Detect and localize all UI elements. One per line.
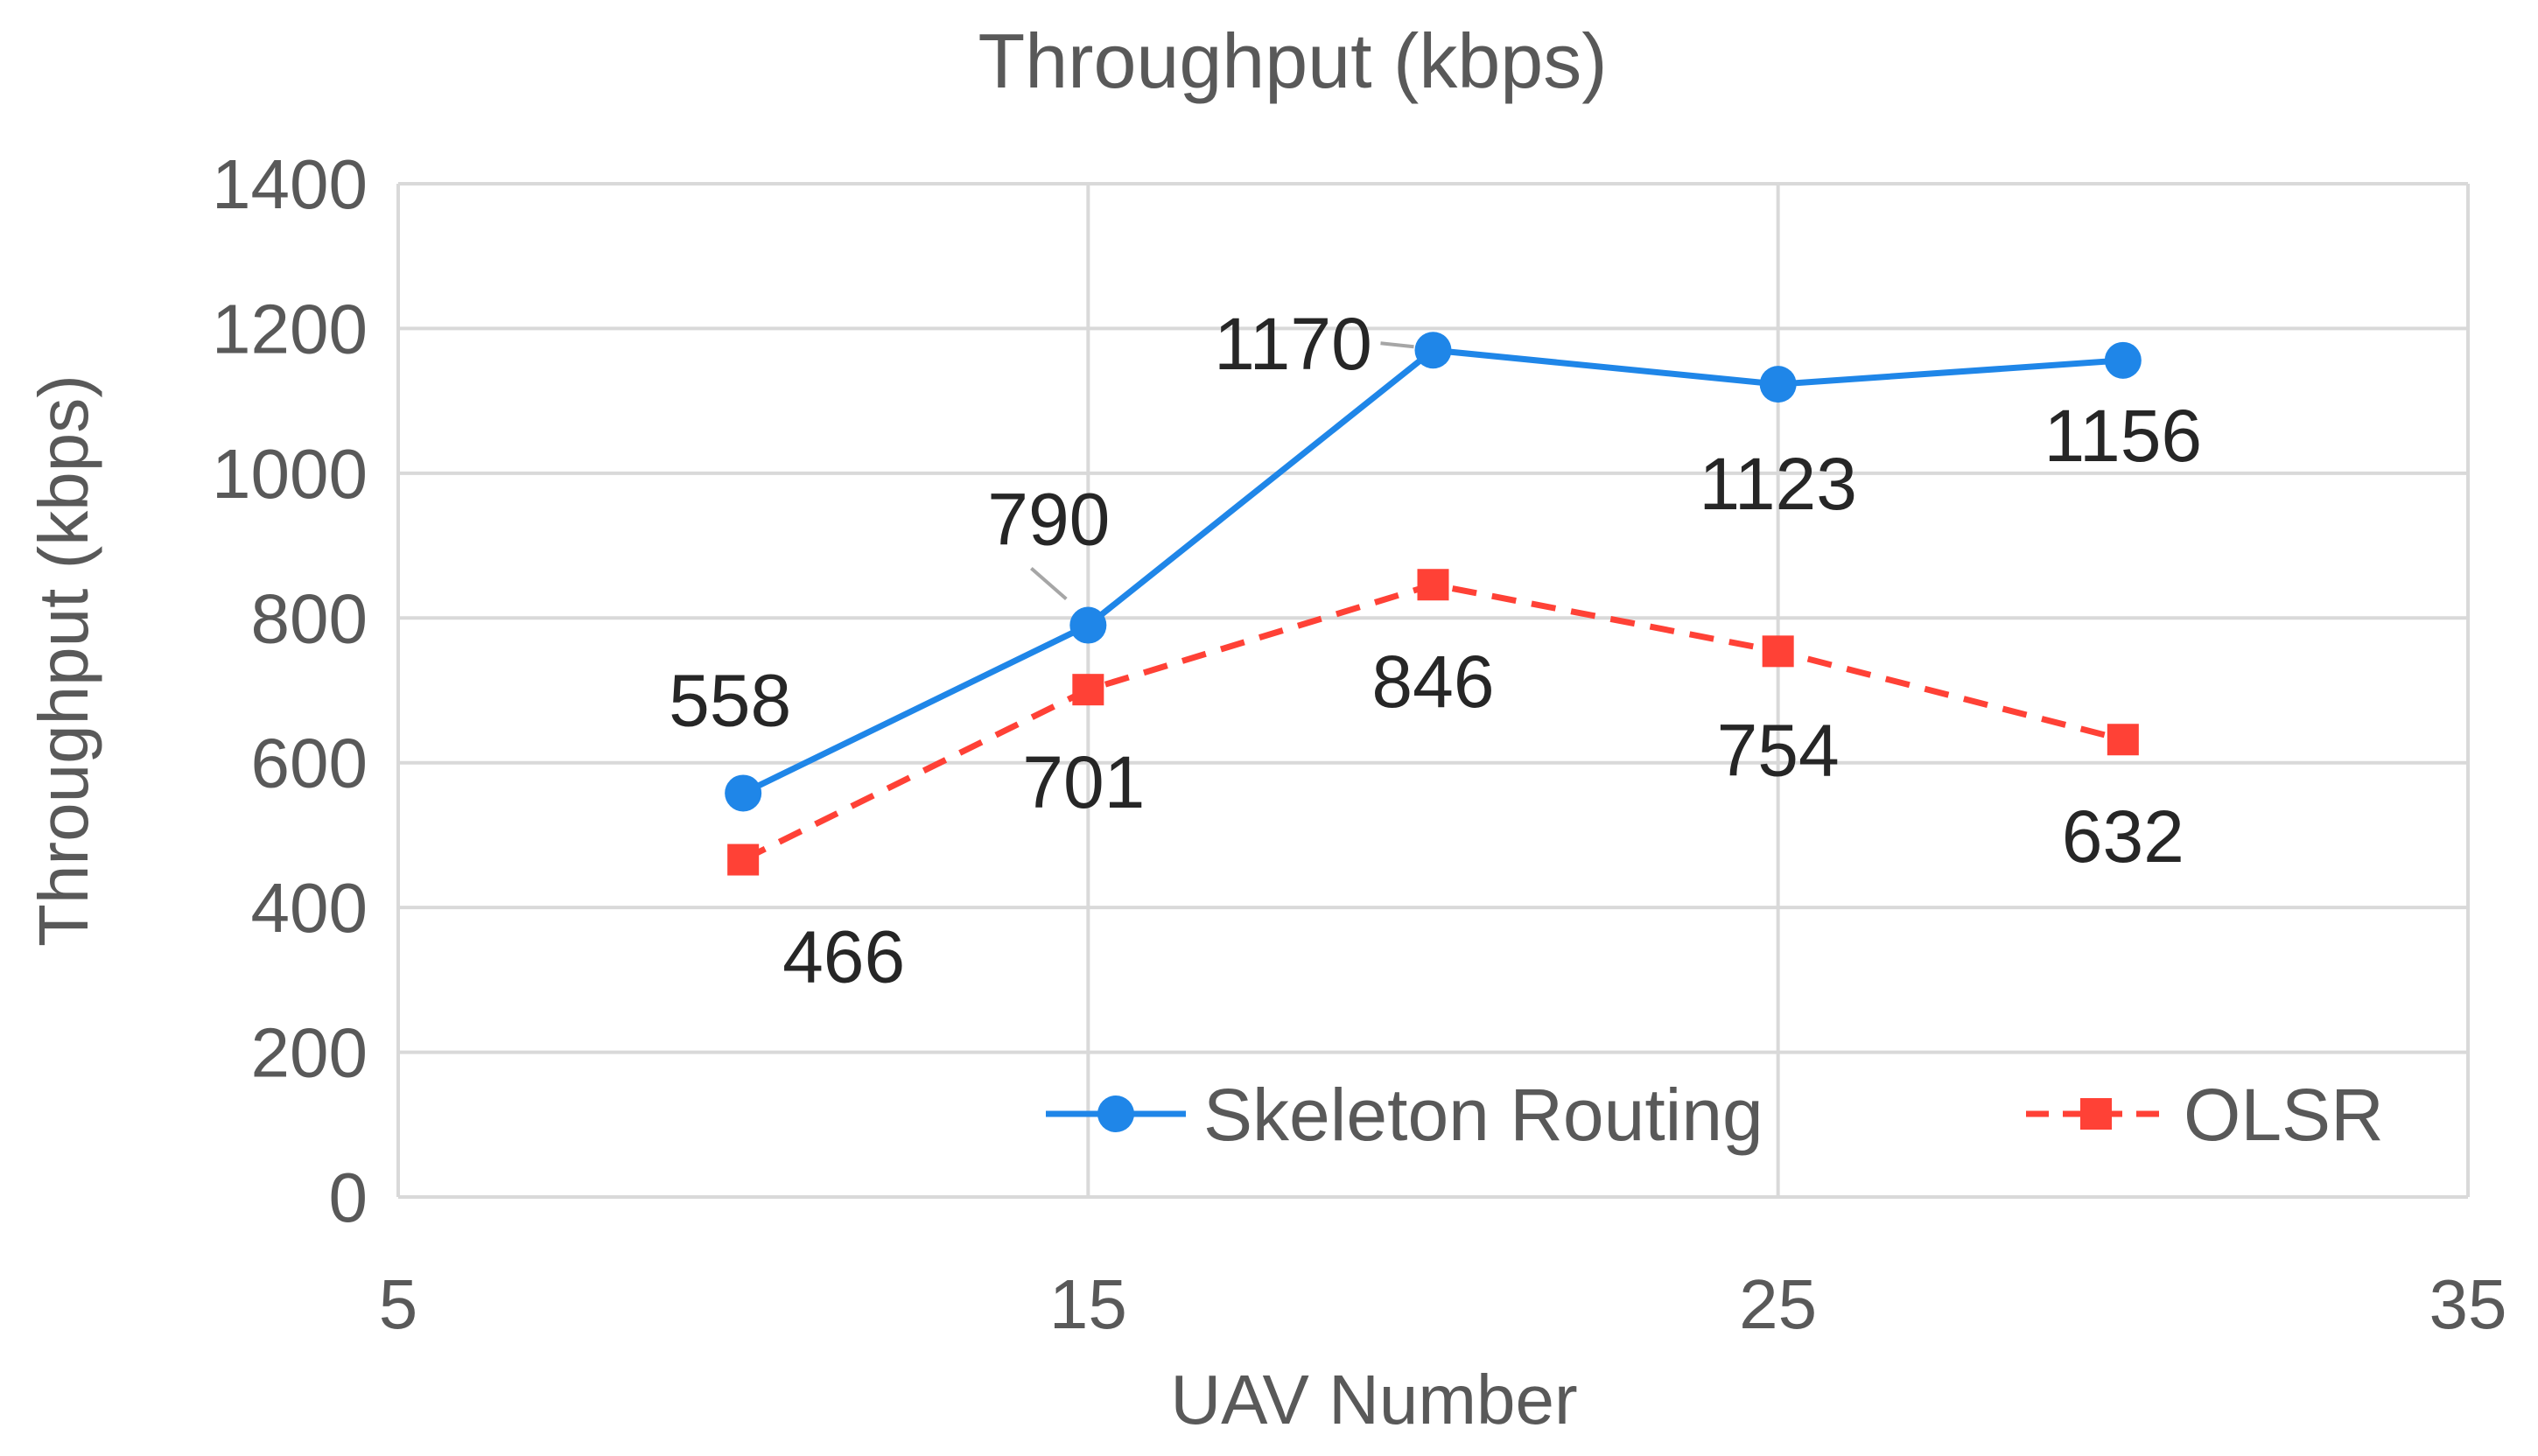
olsr-point [1762,635,1794,668]
legend-skeleton-label: Skeleton Routing [1203,1074,1763,1156]
x-tick-label: 25 [1739,1265,1817,1343]
skeleton-routing-data-label: 1156 [2044,395,2203,477]
y-tick-label: 600 [251,724,368,802]
y-tick-label: 1200 [212,290,368,368]
skeleton-routing-point [2104,341,2142,379]
legend-skeleton-marker-icon [1097,1096,1134,1132]
skeleton-routing-point [1759,366,1797,403]
skeleton-routing-data-label: 1170 [1214,303,1372,385]
label-leader-line [1380,341,1414,349]
x-tick-label: 15 [1049,1265,1127,1343]
legend: Skeleton Routing OLSR [1046,1074,2384,1156]
y-tick-label: 200 [251,1014,368,1092]
series-layer [725,332,2142,876]
label-leader-line [1030,567,1068,601]
skeleton-routing-data-label: 558 [669,659,791,741]
y-tick-label: 0 [329,1158,368,1236]
skeleton-routing-point [725,774,762,812]
olsr-point [1417,569,1449,601]
y-tick-label: 1000 [212,435,368,513]
axis-ticks: 0 200 400 600 800 1000 1200 1400 5 15 25 35 [212,145,2506,1343]
y-tick-label: 800 [251,579,368,657]
y-axis-label: Throughput (kbps) [25,374,102,947]
olsr-point [727,844,760,876]
y-tick-label: 1400 [212,145,368,223]
skeleton-routing-data-label: 1123 [1699,443,1857,525]
chart-title: Throughput (kbps) [978,18,1607,104]
y-tick-label: 400 [251,869,368,947]
x-tick-label: 35 [2429,1265,2507,1343]
olsr-data-label: 846 [1371,640,1494,723]
grid-lines [396,182,2470,1199]
olsr-data-label: 466 [782,916,905,998]
skeleton-routing-data-label: 790 [987,479,1110,561]
legend-olsr-label: OLSR [2184,1074,2384,1156]
x-axis-label: UAV Number [1170,1361,1577,1438]
skeleton-routing-point [1069,606,1107,644]
olsr-data-label: 701 [1022,741,1145,823]
legend-olsr-marker-icon [2080,1098,2112,1130]
data-labels: 558 790 1170 1123 1156 466 701 846 754 632 [669,303,2202,998]
x-tick-label: 5 [379,1265,418,1343]
olsr-data-label: 754 [1717,709,1840,791]
skeleton-routing-point [1414,332,1452,369]
olsr-point [2107,724,2139,756]
olsr-point [1072,674,1104,706]
olsr-data-label: 632 [2062,795,2184,878]
